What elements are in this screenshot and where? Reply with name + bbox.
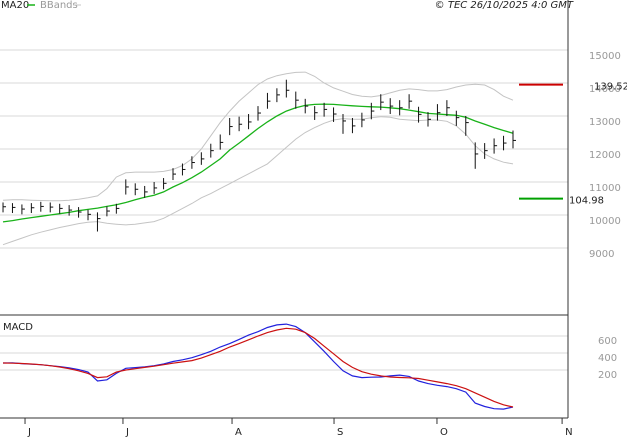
y-tick-label: 15000 — [589, 51, 621, 62]
bbands-legend: BBands — [40, 0, 78, 11]
level-label: 139.52 — [594, 82, 627, 93]
y-tick-label: 11000 — [589, 183, 621, 194]
macd-line — [2, 327, 514, 408]
y-tick-label: 9000 — [589, 249, 614, 260]
x-tick-label: O — [440, 427, 448, 438]
x-tick-label: J — [27, 427, 31, 438]
ma-legend: MA20 — [1, 0, 29, 11]
x-tick-label: J — [125, 427, 129, 438]
macd-title: MACD — [3, 322, 33, 333]
y-tick-label: 200 — [598, 370, 617, 381]
y-tick-label: 13000 — [589, 117, 621, 128]
x-tick-label: S — [337, 427, 343, 438]
x-tick-label: N — [565, 427, 572, 438]
level-label: 104.98 — [569, 196, 604, 207]
macd-line — [2, 323, 514, 410]
y-tick-label: 14000 — [589, 84, 621, 95]
x-tick-label: A — [235, 427, 242, 438]
copyright: © TEC 26/10/2025 4:0 GMT — [435, 0, 574, 11]
plot-area: 15000 14000 13000 12000 11000 10000 9000 J J A S O N… — [0, 49, 621, 438]
y-tick-label: 600 — [598, 336, 617, 347]
series-line — [2, 71, 514, 202]
y-tick-label: 400 — [598, 353, 617, 364]
y-tick-label: 10000 — [589, 216, 621, 227]
y-tick-label: 12000 — [589, 150, 621, 161]
